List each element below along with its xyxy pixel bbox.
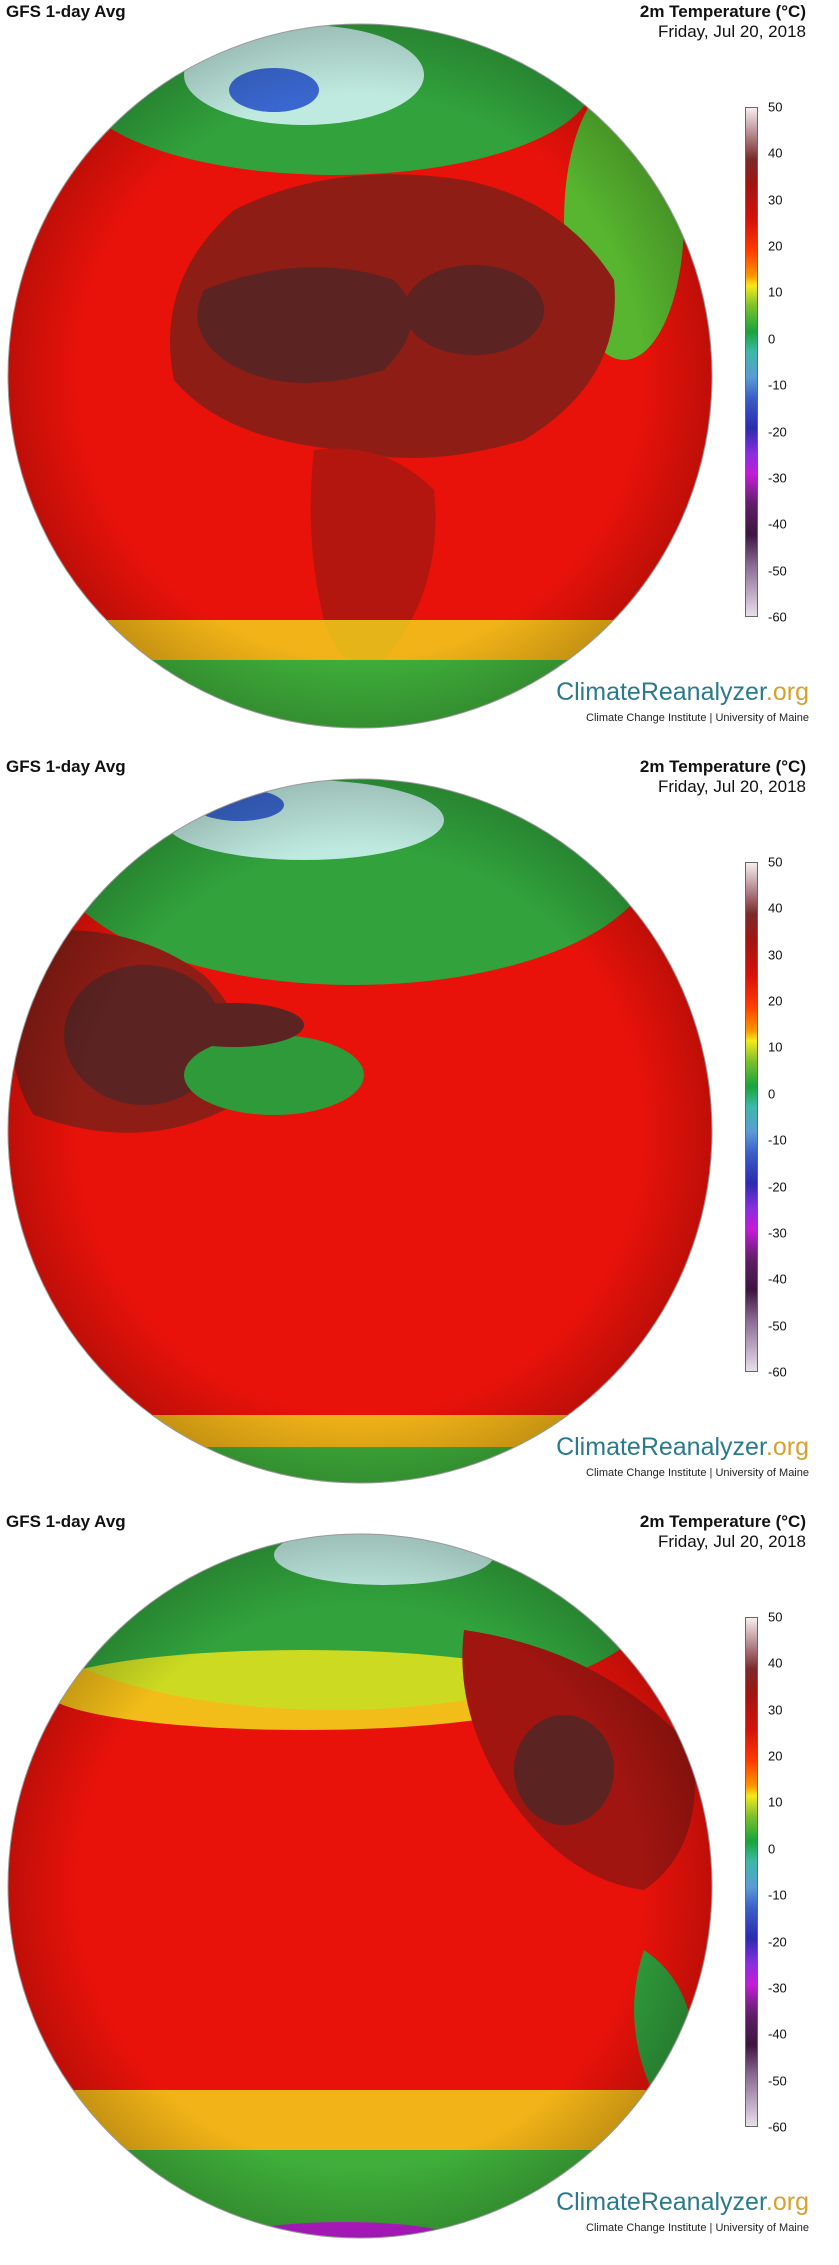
brand-logo: ClimateReanalyzer.org [556,1433,809,1461]
colorbar-tick-label: -60 [768,2119,787,2135]
date-label: Friday, Jul 20, 2018 [657,22,806,41]
colorbar-tick-label: -30 [768,1225,787,1241]
colorbar-tick-label: 30 [768,947,783,963]
colorbar-tick-label: -10 [768,377,787,393]
colorbar-tick-label: 0 [768,1841,776,1857]
colorbar-tick-label: -40 [768,2026,787,2042]
model-label: GFS 1-day Avg [6,1512,126,1531]
colorbar-tick-label: -50 [768,1318,787,1334]
date-label: Friday, Jul 20, 2018 [657,1532,806,1551]
colorbar-tick-label: 30 [768,192,783,208]
model-label: GFS 1-day Avg [6,757,126,776]
temperature-colorbar [745,1617,758,2127]
colorbar-tick-label: 40 [768,145,783,161]
colorbar-tick-label: -40 [768,516,787,532]
colorbar-tick-label: 10 [768,1794,783,1810]
colorbar-tick-label: -50 [768,563,787,579]
temperature-colorbar [745,862,758,1372]
colorbar-tick-label: -60 [768,609,787,625]
globe-map [7,23,713,729]
colorbar-tick-label: -20 [768,1179,787,1195]
colorbar-tick-label: -30 [768,1980,787,1996]
variable-title: 2m Temperature (°C) [639,2,806,21]
globe-map [7,1533,713,2239]
colorbar-tick-label: -60 [768,1364,787,1380]
colorbar-tick-label: 30 [768,1702,783,1718]
colorbar-tick-label: 20 [768,993,783,1009]
colorbar-tick-label: -20 [768,1934,787,1950]
colorbar-tick-label: -30 [768,470,787,486]
colorbar-tick-label: 50 [768,854,783,870]
colorbar-tick-label: 20 [768,238,783,254]
colorbar-tick-label: 40 [768,1655,783,1671]
institution-label: Climate Change Institute | University of… [586,2222,809,2234]
colorbar-tick-label: 10 [768,1039,783,1055]
colorbar-ticks: 50 40 30 20 10 0 -10 -20 -30 -40 -50 -60 [768,101,808,624]
colorbar-tick-label: -10 [768,1887,787,1903]
colorbar-tick-label: 40 [768,900,783,916]
variable-title: 2m Temperature (°C) [639,757,806,776]
colorbar-tick-label: 50 [768,1609,783,1625]
colorbar-tick-label: 0 [768,331,776,347]
date-label: Friday, Jul 20, 2018 [657,777,806,796]
temperature-colorbar [745,107,758,617]
colorbar-tick-label: 50 [768,99,783,115]
globe-map [7,778,713,1484]
brand-logo: ClimateReanalyzer.org [556,678,809,706]
institution-label: Climate Change Institute | University of… [586,1467,809,1479]
colorbar-ticks: 50 40 30 20 10 0 -10 -20 -30 -40 -50 -60 [768,1611,808,2134]
brand-logo: ClimateReanalyzer.org [556,2188,809,2216]
colorbar-tick-label: -10 [768,1132,787,1148]
map-panel-europe-africa: GFS 1-day Avg 2m Temperature (°C) Friday… [0,0,839,755]
map-panel-asia: GFS 1-day Avg 2m Temperature (°C) Friday… [0,755,839,1510]
colorbar-tick-label: -50 [768,2073,787,2089]
colorbar-tick-label: 10 [768,284,783,300]
colorbar-tick-label: 20 [768,1748,783,1764]
colorbar-ticks: 50 40 30 20 10 0 -10 -20 -30 -40 -50 -60 [768,856,808,1379]
institution-label: Climate Change Institute | University of… [586,712,809,724]
variable-title: 2m Temperature (°C) [639,1512,806,1531]
model-label: GFS 1-day Avg [6,2,126,21]
colorbar-tick-label: -40 [768,1271,787,1287]
map-panel-pacific-americas: GFS 1-day Avg 2m Temperature (°C) Friday… [0,1510,839,2265]
colorbar-tick-label: -20 [768,424,787,440]
colorbar-tick-label: 0 [768,1086,776,1102]
